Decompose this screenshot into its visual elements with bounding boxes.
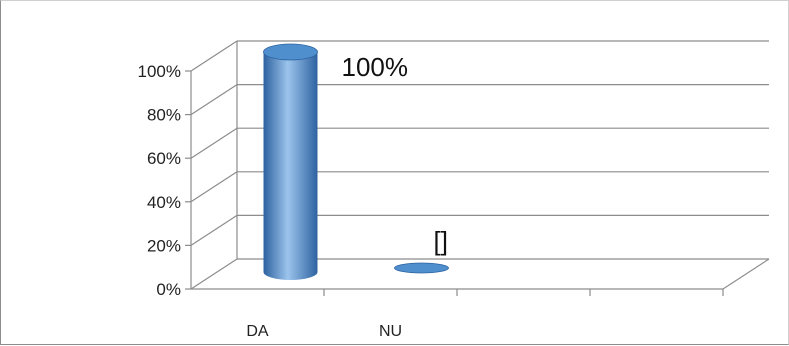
gridline-side [190, 40, 238, 72]
floor-side-line [722, 258, 770, 290]
data-label-da: 100% [342, 52, 409, 82]
bar-da [263, 52, 318, 280]
x-tick-label: DA [246, 323, 269, 340]
data-label-nu: [] [434, 226, 448, 256]
bar-nu [394, 262, 449, 274]
y-tick-label: 40% [147, 193, 181, 212]
bar-top-da [263, 43, 318, 61]
y-tick-label: 80% [147, 106, 181, 125]
y-tick-label: 20% [147, 236, 181, 255]
gridline-side [190, 214, 238, 246]
gridline-side [190, 84, 238, 116]
gridline-side [190, 258, 238, 290]
y-tick-label: 0% [156, 280, 181, 299]
x-tick-label: NU [379, 323, 402, 340]
y-tick-label: 60% [147, 149, 181, 168]
gridline-side [190, 171, 238, 203]
gridline-side [190, 127, 238, 159]
y-tick-label: 100% [138, 62, 181, 81]
